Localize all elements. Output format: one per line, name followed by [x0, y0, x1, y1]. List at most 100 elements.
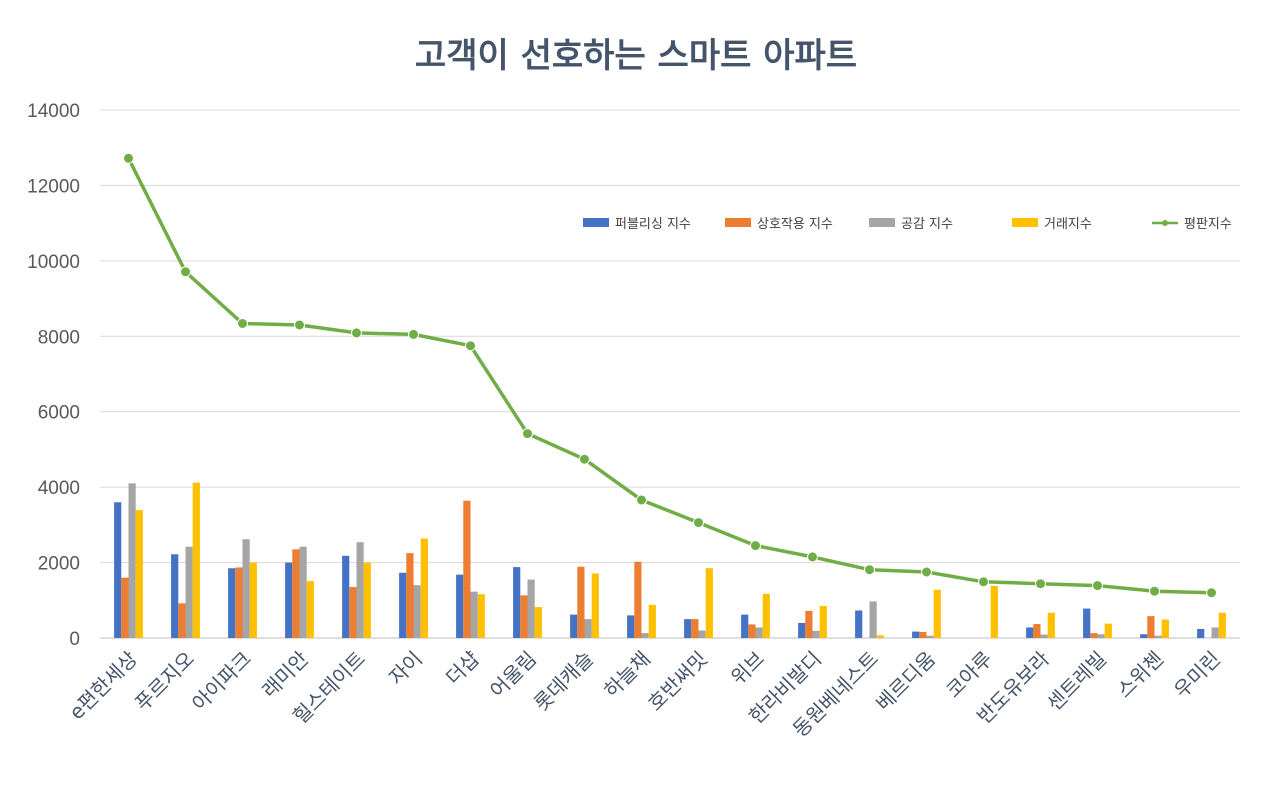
bar-2	[577, 566, 585, 638]
gridlines	[100, 109, 1240, 639]
y-axis-ticks: 0 2000 4000 6000 8000 10000 12000 14000	[27, 101, 80, 650]
x-tick-label: 롯데캐슬	[529, 647, 598, 716]
bar-2	[235, 567, 243, 638]
bar-2	[178, 603, 186, 638]
line-point	[693, 517, 704, 529]
bar-4	[135, 510, 143, 638]
x-tick-label: 자이	[384, 647, 427, 690]
bar-3	[698, 630, 706, 638]
line-point	[123, 152, 134, 164]
line-point	[1035, 578, 1046, 590]
bar-4	[249, 562, 257, 638]
bar-2	[634, 561, 642, 638]
bar-4	[648, 604, 656, 638]
line-point	[522, 428, 533, 440]
y-tick-label: 12000	[27, 176, 80, 197]
bar-1	[114, 502, 122, 638]
chart-title: 고객이 선호하는 스마트 아파트	[415, 36, 857, 76]
bar-3	[584, 619, 592, 638]
line-point	[864, 564, 875, 576]
bar-3	[1211, 627, 1219, 638]
line-point	[237, 317, 248, 329]
bar-3	[812, 630, 820, 638]
bar-4	[1047, 612, 1055, 638]
bar-4	[819, 605, 827, 638]
bar-3	[299, 546, 307, 638]
bar-2	[121, 577, 129, 638]
bar-4	[1104, 623, 1112, 638]
bar-3	[926, 635, 934, 638]
legend-swatch	[1012, 218, 1038, 227]
line-point	[1149, 585, 1160, 597]
bar-1	[285, 562, 293, 638]
bar-4	[306, 581, 314, 638]
y-tick-label: 14000	[27, 101, 80, 122]
bar-1	[399, 572, 407, 638]
line-point	[579, 453, 590, 465]
bar-2	[805, 610, 813, 638]
bar-4	[705, 568, 713, 638]
bar-2	[1090, 633, 1098, 638]
bar-4	[420, 538, 428, 638]
bar-1	[1140, 634, 1148, 638]
bar-1	[741, 614, 749, 638]
bar-3	[413, 585, 421, 638]
bar-3	[242, 539, 250, 638]
bar-2	[1147, 616, 1155, 638]
bar-4	[1161, 619, 1169, 638]
line-point	[351, 327, 362, 339]
bar-1	[855, 610, 863, 638]
line-point	[1092, 580, 1103, 592]
legend-swatch	[869, 218, 895, 227]
bar-1	[570, 614, 578, 638]
line-point	[1206, 587, 1217, 599]
bar-2	[292, 549, 300, 638]
x-tick-label: 스위첸	[1112, 647, 1168, 703]
legend-marker	[1162, 220, 1168, 226]
bar-4	[192, 482, 200, 638]
bar-1	[228, 568, 236, 638]
x-tick-label: 아이파크	[187, 647, 256, 716]
bar-4	[876, 635, 884, 638]
y-tick-label: 10000	[27, 252, 80, 273]
line-point	[465, 340, 476, 352]
bar-1	[684, 619, 692, 638]
bar-2	[1033, 624, 1041, 638]
legend-swatch	[583, 218, 609, 227]
bar-4	[933, 589, 941, 638]
line-point	[636, 494, 647, 506]
x-tick-label: 센트레빌	[1042, 647, 1111, 716]
y-tick-label: 4000	[38, 478, 80, 499]
bar-1	[798, 622, 806, 638]
bar-1	[912, 631, 920, 638]
y-tick-label: 8000	[38, 327, 80, 348]
bar-4	[762, 593, 770, 638]
bar-3	[755, 627, 763, 638]
x-tick-label: 위브	[726, 647, 769, 690]
legend: 퍼블리싱 지수 상호작용 지수 공감 지수 거래지수 평판지수	[583, 217, 1232, 232]
reputation-line	[123, 152, 1217, 599]
line-point	[408, 328, 419, 340]
bar-1	[342, 555, 350, 638]
bar-4	[477, 594, 485, 638]
x-tick-label: 호반써밋	[643, 647, 712, 716]
line-point	[180, 266, 191, 278]
bar-3	[185, 546, 193, 638]
line-point	[294, 319, 305, 331]
legend-swatch	[725, 218, 751, 227]
legend-label: 평판지수	[1184, 217, 1232, 232]
bar-3	[356, 542, 364, 638]
bar-1	[1083, 608, 1091, 638]
bar-1	[1197, 628, 1205, 638]
bar-3	[641, 633, 649, 638]
bar-2	[349, 587, 357, 638]
line-point	[807, 551, 818, 563]
bar-4	[990, 585, 998, 638]
x-tick-label: e편한세상	[64, 647, 142, 725]
bar-3	[1040, 634, 1048, 638]
line-point	[750, 540, 761, 552]
x-tick-label: 푸르지오	[130, 647, 199, 716]
bar-3	[869, 601, 877, 638]
